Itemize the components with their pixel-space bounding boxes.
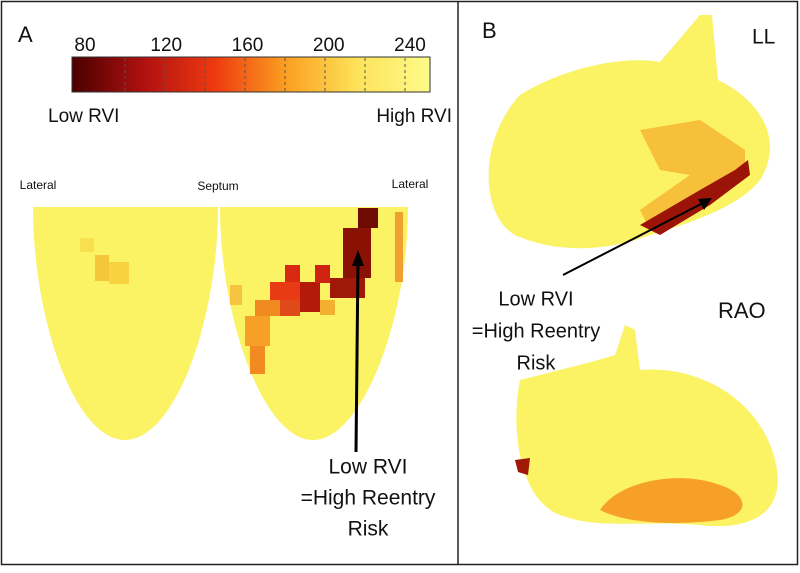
annotation: =High Reentry — [301, 487, 436, 510]
map-label: Lateral — [20, 178, 57, 192]
annotation: Risk — [348, 518, 389, 541]
annotation: Low RVI — [329, 456, 408, 479]
heart-ll — [488, 15, 770, 249]
rvi-patch — [600, 478, 743, 523]
annotation: Low RVI — [498, 288, 573, 310]
annotation: =High Reentry — [472, 320, 600, 342]
arrowhead — [352, 250, 364, 266]
panel-label: B — [482, 18, 497, 43]
rvi-patch — [515, 458, 530, 475]
low-label: Low RVI — [48, 106, 119, 127]
arrow — [354, 259, 360, 453]
map-label: Lateral — [392, 177, 429, 191]
colorbar-tick-label: 80 — [74, 35, 95, 56]
colorbar-tick-label: 160 — [232, 35, 264, 56]
colorbar-tick-label: 200 — [313, 35, 345, 56]
rvi-patch — [640, 160, 750, 235]
colorbar-tick-labels: 80 120 160 200 240 — [74, 35, 425, 56]
high-label: High RVI — [376, 106, 452, 127]
arrow — [562, 201, 706, 276]
map-label: Septum — [197, 179, 238, 193]
heart-rao — [516, 325, 778, 527]
colorbar-tick-label: 240 — [394, 35, 426, 56]
view-label: LL — [752, 26, 775, 49]
annotation: Risk — [517, 352, 557, 374]
panel-label: A — [18, 22, 33, 47]
view-label: RAO — [718, 298, 766, 323]
colorbar — [71, 56, 431, 93]
arrowhead — [698, 198, 712, 210]
bullseye-left — [33, 207, 218, 440]
rvi-patch — [640, 120, 745, 230]
colorbar-tick-label: 120 — [150, 35, 182, 56]
